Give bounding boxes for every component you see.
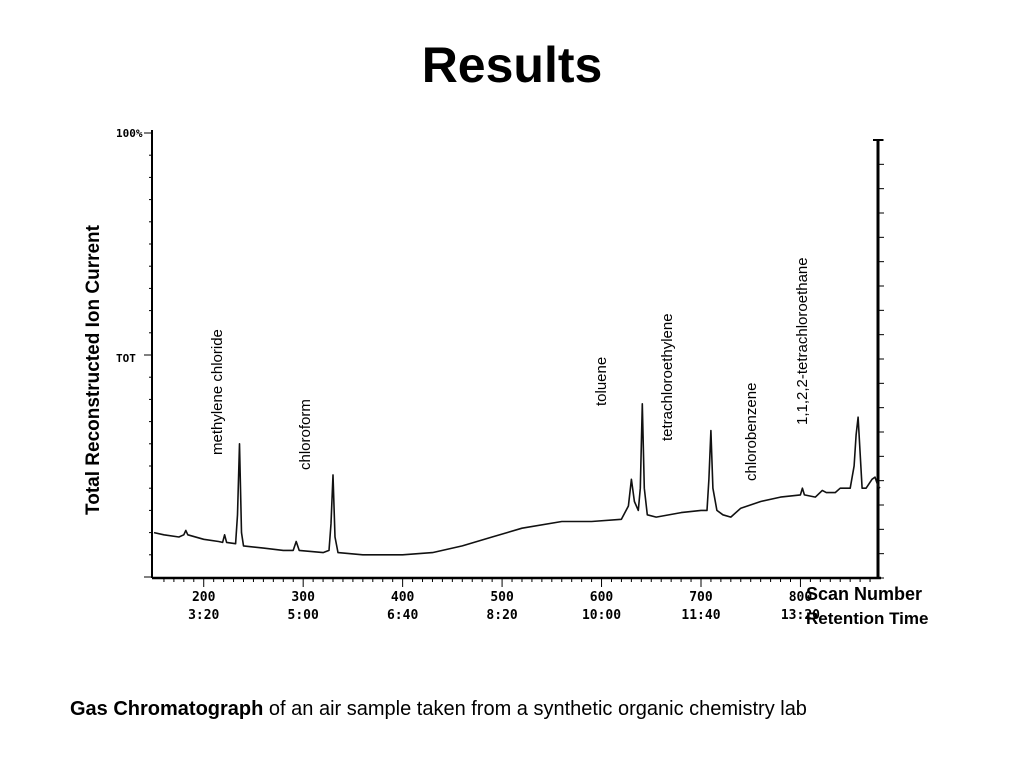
caption-bold: Gas Chromatograph bbox=[70, 698, 264, 720]
x-tick-time-label: 11:40 bbox=[681, 608, 720, 623]
x-tick-scan-label: 700 bbox=[689, 590, 713, 605]
y-top-label: 100% bbox=[116, 127, 143, 140]
chromatogram-trace bbox=[153, 403, 881, 556]
peak-label: tetrachloroethylene bbox=[659, 313, 676, 441]
y-axis-label: Total Reconstructed Ion Current bbox=[83, 224, 104, 515]
peak-label: toluene bbox=[593, 357, 610, 406]
x-tick-scan-label: 800 bbox=[789, 590, 813, 605]
x-tick-scan-label: 600 bbox=[590, 590, 614, 605]
x-tick-scan-label: 400 bbox=[391, 590, 415, 605]
x-tick-time-label: 13:20 bbox=[781, 608, 820, 623]
peak-label: 1,1,2,2-tetrachloroethane bbox=[794, 257, 811, 425]
x-axis-title-scan: Scan Number bbox=[806, 584, 922, 604]
caption-rest: of an air sample taken from a synthetic … bbox=[263, 698, 807, 720]
chromatogram-chart: methylene chloride chloroform toluene tetra… bbox=[83, 127, 928, 628]
trace-layer bbox=[153, 403, 881, 556]
x-tick-time-label: 6:40 bbox=[387, 608, 418, 623]
axes-layer bbox=[144, 130, 884, 587]
tick-label-layer: 200 3:20 300 5:00 400 6:40 500 8:20 600 10:00 700 1… bbox=[188, 590, 820, 623]
x-tick-time-label: 3:20 bbox=[188, 608, 219, 623]
slide-caption: Gas Chromatograph of an air sample taken… bbox=[70, 698, 807, 721]
x-tick-time-label: 10:00 bbox=[582, 608, 621, 623]
x-tick-time-label: 5:00 bbox=[288, 608, 319, 623]
peak-label: chlorobenzene bbox=[743, 383, 760, 481]
x-tick-scan-label: 200 bbox=[192, 590, 216, 605]
x-axis-title-time: Retention Time bbox=[806, 609, 928, 628]
peak-label: methylene chloride bbox=[209, 329, 226, 455]
y-mid-label: TOT bbox=[116, 352, 136, 365]
x-tick-scan-label: 300 bbox=[291, 590, 315, 605]
peak-label: chloroform bbox=[297, 399, 314, 470]
slide-title: Results bbox=[421, 37, 603, 93]
x-tick-scan-label: 500 bbox=[490, 590, 514, 605]
peak-label-layer: methylene chloride chloroform toluene tetra… bbox=[209, 257, 811, 481]
x-tick-time-label: 8:20 bbox=[486, 608, 517, 623]
